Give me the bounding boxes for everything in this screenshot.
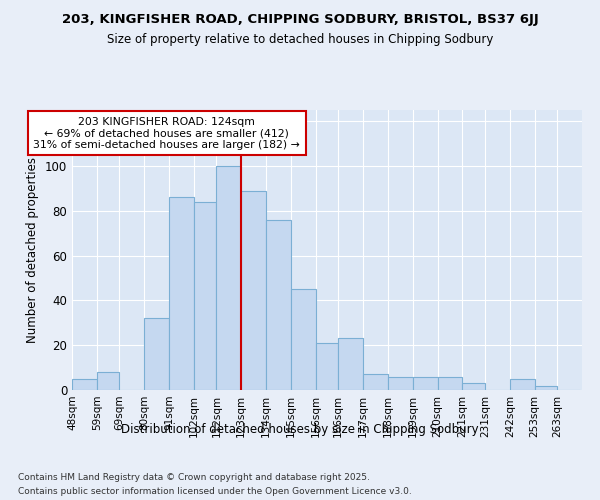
- Bar: [316, 343, 338, 390]
- Bar: [266, 220, 291, 390]
- Bar: [338, 338, 363, 390]
- Bar: [291, 289, 316, 390]
- Bar: [217, 166, 241, 390]
- Bar: [510, 379, 535, 390]
- Text: 203 KINGFISHER ROAD: 124sqm
← 69% of detached houses are smaller (412)
31% of se: 203 KINGFISHER ROAD: 124sqm ← 69% of det…: [34, 116, 300, 150]
- Text: 203, KINGFISHER ROAD, CHIPPING SODBURY, BRISTOL, BS37 6JJ: 203, KINGFISHER ROAD, CHIPPING SODBURY, …: [62, 12, 538, 26]
- Bar: [97, 372, 119, 390]
- Bar: [535, 386, 557, 390]
- Bar: [194, 202, 217, 390]
- Bar: [463, 384, 485, 390]
- Bar: [437, 376, 463, 390]
- Text: Distribution of detached houses by size in Chipping Sodbury: Distribution of detached houses by size …: [121, 422, 479, 436]
- Bar: [413, 376, 437, 390]
- Bar: [144, 318, 169, 390]
- Bar: [388, 376, 413, 390]
- Y-axis label: Number of detached properties: Number of detached properties: [26, 157, 39, 343]
- Bar: [72, 379, 97, 390]
- Text: Size of property relative to detached houses in Chipping Sodbury: Size of property relative to detached ho…: [107, 32, 493, 46]
- Bar: [241, 190, 266, 390]
- Text: Contains HM Land Registry data © Crown copyright and database right 2025.: Contains HM Land Registry data © Crown c…: [18, 472, 370, 482]
- Text: Contains public sector information licensed under the Open Government Licence v3: Contains public sector information licen…: [18, 488, 412, 496]
- Bar: [363, 374, 388, 390]
- Bar: [169, 198, 194, 390]
